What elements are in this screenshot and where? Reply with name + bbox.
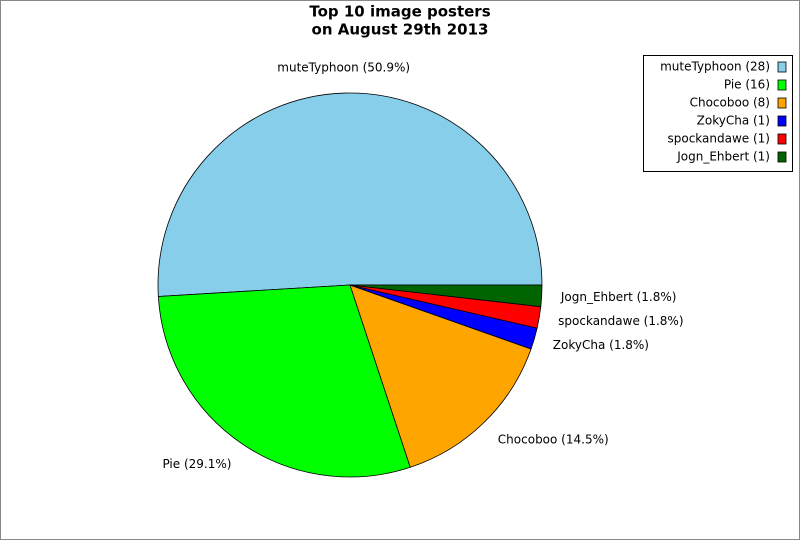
legend-label: Chocoboo (8) — [690, 96, 770, 110]
legend-swatch — [777, 79, 787, 91]
slice-label: muteTyphoon (50.9%) — [277, 61, 410, 75]
legend-swatch — [777, 151, 787, 163]
pie-slice — [157, 92, 543, 297]
chart-title: on August 29th 2013 — [312, 21, 489, 39]
legend-label: ZokyCha (1) — [697, 114, 770, 128]
pie-slice — [349, 284, 532, 468]
slice-label: Pie (29.1%) — [162, 457, 231, 471]
legend-swatch — [777, 115, 787, 127]
slice-label: Jogn_Ehbert (1.8%) — [560, 290, 677, 304]
legend-swatch — [777, 97, 787, 109]
legend-label: muteTyphoon (28) — [660, 60, 770, 74]
pie-slice — [349, 284, 543, 308]
legend-label: Jogn_Ehbert (1) — [676, 150, 770, 164]
legend-swatch — [777, 61, 787, 73]
pie-slice — [157, 284, 411, 478]
slice-label: Chocoboo (14.5%) — [498, 432, 609, 446]
legend-label: Pie (16) — [724, 78, 770, 92]
legend-swatch — [777, 133, 787, 145]
legend-label: spockandawe (1) — [668, 132, 771, 146]
slice-label: ZokyCha (1.8%) — [553, 338, 649, 352]
chart-title: Top 10 image posters — [309, 3, 490, 21]
legend-box — [643, 55, 793, 172]
slice-label: spockandawe (1.8%) — [558, 314, 683, 328]
